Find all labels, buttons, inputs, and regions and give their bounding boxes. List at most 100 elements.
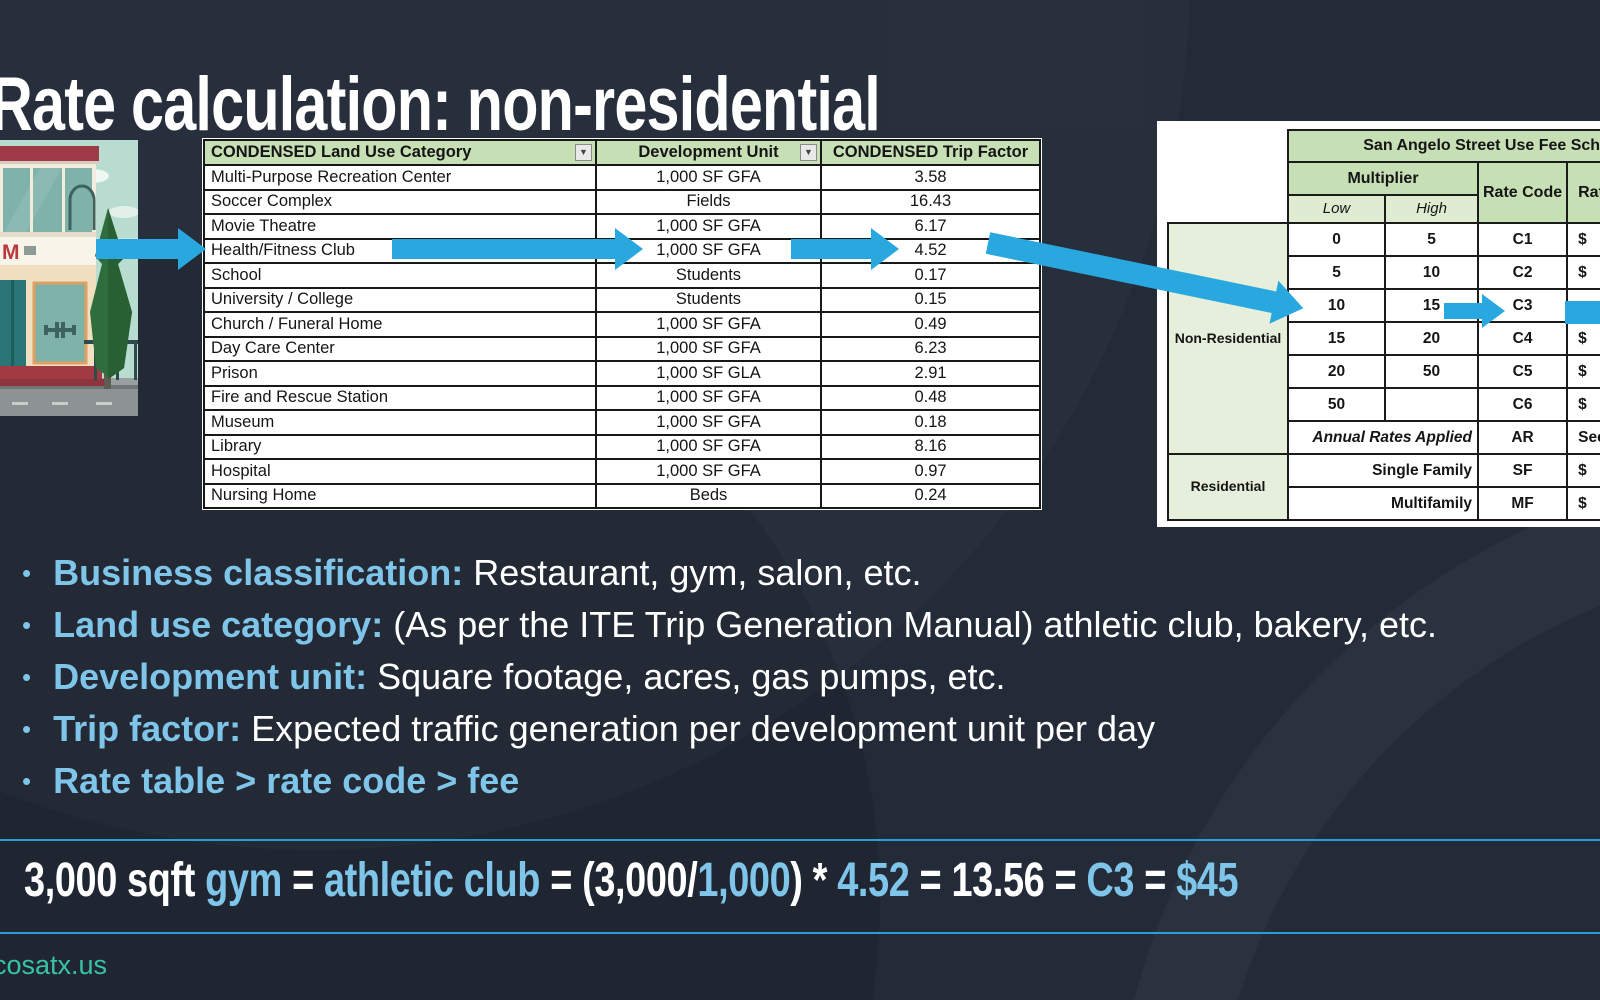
table-cell: 0.17 — [820, 262, 1041, 289]
table-cell: Prison — [203, 360, 597, 387]
residential-type-cell: Single Family — [1287, 453, 1479, 488]
formula-segment: athletic club — [323, 854, 541, 907]
table-cell: 0.18 — [820, 409, 1041, 436]
high-cell: 5 — [1384, 222, 1479, 257]
low-cell: 10 — [1287, 288, 1386, 323]
multiplier-header: Multiplier — [1287, 161, 1479, 196]
annual-rates-label: Annual Rates Applied — [1287, 420, 1479, 455]
fee-schedule-table: San Angelo Street Use Fee ScheduleMultip… — [1167, 129, 1600, 521]
bullet-label: Development unit: — [53, 656, 368, 697]
table-cell: Beds — [595, 482, 822, 509]
gym-building-illustration: M — [0, 140, 138, 416]
low-cell: 5 — [1287, 255, 1386, 290]
low-cell: 20 — [1287, 354, 1386, 389]
rate-code-cell: C2 — [1476, 255, 1569, 290]
rate-cell: $ — [1566, 486, 1600, 521]
bullet-dot-icon: • — [22, 766, 32, 796]
table-cell: 1,000 SF GFA — [595, 311, 822, 338]
table-cell: 4.52 — [820, 237, 1041, 264]
footer-url: cosatx.us — [0, 950, 108, 980]
table-cell: Day Care Center — [203, 335, 597, 362]
table-row: Movie Theatre 1,000 SF GFA 6.17 — [203, 213, 1041, 240]
formula-segment: 1,000 — [697, 854, 791, 907]
rate-cell: $ — [1566, 321, 1600, 356]
table-cell: Fire and Rescue Station — [203, 384, 597, 411]
formula-segment: C3 — [1086, 854, 1135, 907]
column-header: Development Unit ▼ — [595, 139, 822, 166]
table-cell: Students — [595, 286, 822, 313]
land-use-table-body: Multi-Purpose Recreation Center 1,000 SF … — [203, 164, 1041, 509]
bullet-dot-icon: • — [22, 714, 32, 744]
rate-code-cell: C4 — [1476, 321, 1569, 356]
bullet-label: Land use category: — [53, 604, 384, 645]
table-cell: 1,000 SF GFA — [595, 237, 822, 264]
bullet-item: • Trip factor: Expected traffic generatio… — [14, 703, 1600, 755]
table-row: Fire and Rescue Station 1,000 SF GFA 0.48 — [203, 384, 1041, 411]
fee-schedule-table-body: San Angelo Street Use Fee ScheduleMultip… — [1167, 129, 1600, 521]
table-row: Hospital 1,000 SF GFA 0.97 — [203, 458, 1041, 485]
table-row: University / College Students 0.15 — [203, 286, 1041, 313]
low-cell: 0 — [1287, 222, 1386, 257]
table-cell: 1,000 SF GFA — [595, 213, 822, 240]
table-cell: Museum — [203, 409, 597, 436]
fee-table-title: San Angelo Street Use Fee Schedule — [1286, 129, 1600, 163]
rate-cell: $ — [1566, 453, 1600, 488]
table-cell: Nursing Home — [203, 482, 597, 509]
svg-text:M: M — [2, 241, 20, 264]
table-cell: Fields — [595, 188, 822, 215]
rate-code-cell: MF — [1476, 486, 1569, 521]
formula-segment: = — [1134, 854, 1177, 907]
bullet-dot-icon: • — [22, 610, 32, 640]
rate-cell: See — [1566, 420, 1600, 455]
land-use-table-panel: CONDENSED Land Use Category ▼ Development … — [202, 138, 1042, 510]
fee-schedule-panel: San Angelo Street Use Fee ScheduleMultip… — [1157, 121, 1600, 527]
high-cell — [1384, 387, 1479, 422]
low-header: Low — [1287, 194, 1386, 224]
table-cell: 1,000 SF GFA — [595, 164, 822, 191]
fee-subheader-row: Low High — [1168, 194, 1600, 224]
table-cell: University / College — [203, 286, 597, 313]
table-row: Multi-Purpose Recreation Center 1,000 SF … — [203, 164, 1041, 191]
filter-dropdown-button[interactable]: ▼ — [800, 144, 817, 161]
table-cell: 2.91 — [820, 360, 1041, 387]
fee-title-row: San Angelo Street Use Fee Schedule — [1168, 129, 1600, 223]
rate-code-cell: AR — [1476, 420, 1569, 455]
non-residential-label: Non-Residential — [1167, 222, 1289, 455]
filter-dropdown-button[interactable]: ▼ — [575, 144, 592, 161]
table-cell: 0.24 — [820, 482, 1041, 509]
table-cell: 16.43 — [820, 188, 1041, 215]
table-cell: 6.23 — [820, 335, 1041, 362]
table-cell: Multi-Purpose Recreation Center — [203, 164, 597, 191]
bullet-label: Rate table > rate code > fee — [53, 760, 520, 801]
formula-segment: = 13.56 = — [909, 854, 1087, 907]
rate-cell: $ — [1566, 354, 1600, 389]
annual-rates-row: Annual Rates AppliedARSee — [1168, 420, 1600, 455]
column-header-label: CONDENSED Land Use Category — [211, 142, 472, 161]
column-header-label: Development Unit — [638, 142, 779, 161]
bullet-text: (As per the ITE Trip Generation Manual) … — [383, 604, 1438, 645]
blank-cell — [1168, 130, 1288, 223]
table-cell: 8.16 — [820, 433, 1041, 460]
bullet-text: Expected traffic generation per developm… — [241, 708, 1156, 749]
table-row: Prison 1,000 SF GLA 2.91 — [203, 360, 1041, 387]
table-row: School Students 0.17 — [203, 262, 1041, 289]
bullet-item: • Land use category: (As per the ITE Trip… — [14, 599, 1600, 651]
bullet-label: Trip factor: — [53, 708, 242, 749]
table-cell: 3.58 — [820, 164, 1041, 191]
formula-segment: 3,000 sqft — [24, 854, 206, 907]
table-cell: 1,000 SF GFA — [595, 409, 822, 436]
land-use-table: CONDENSED Land Use Category ▼ Development … — [203, 139, 1041, 509]
divider-line-bottom — [0, 932, 1600, 934]
table-cell: 1,000 SF GFA — [595, 433, 822, 460]
table-cell: Health/Fitness Club — [203, 237, 597, 264]
table-cell: 1,000 SF GFA — [595, 458, 822, 485]
table-cell: 1,000 SF GLA — [595, 360, 822, 387]
fee-row: Residential Single Family SF $ — [1167, 453, 1600, 521]
example-formula: 3,000 sqft gym = athletic club = (3,000/… — [24, 853, 1239, 908]
table-cell: 0.97 — [820, 458, 1041, 485]
high-cell: 50 — [1384, 354, 1479, 389]
low-cell: 15 — [1287, 321, 1386, 356]
fee-row: Multifamily MF $ — [1168, 486, 1600, 521]
low-cell: 50 — [1287, 387, 1386, 422]
bullet-text: Square footage, acres, gas pumps, etc. — [367, 656, 1006, 697]
